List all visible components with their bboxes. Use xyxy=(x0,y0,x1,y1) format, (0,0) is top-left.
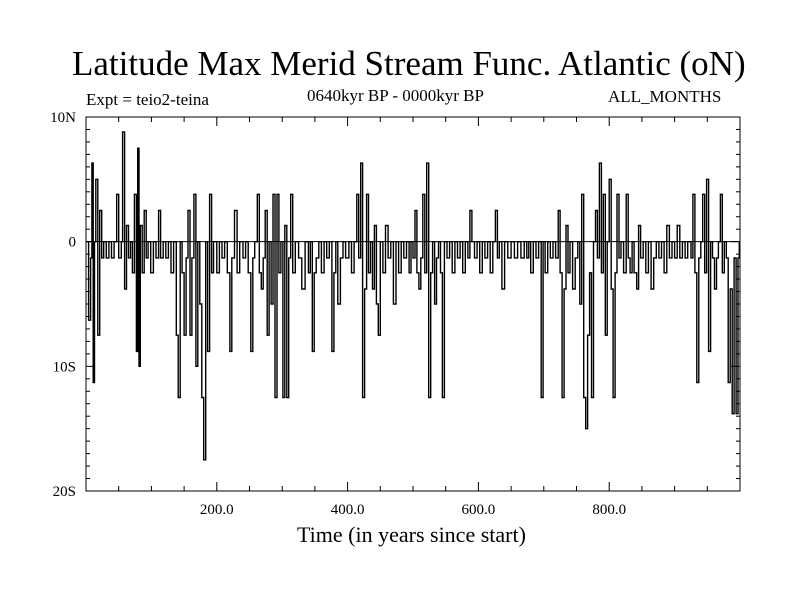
x-tick-label: 600.0 xyxy=(462,502,496,518)
period-label: 0640kyr BP - 0000kyr BP xyxy=(307,86,484,105)
y-tick-label: 20S xyxy=(53,484,76,500)
chart-title: Latitude Max Merid Stream Func. Atlantic… xyxy=(72,44,746,83)
x-axis-label: Time (in years since start) xyxy=(297,522,526,547)
y-tick-label: 10S xyxy=(53,359,76,375)
y-tick-label: 0 xyxy=(69,235,77,251)
experiment-label: Expt = teio2-teina xyxy=(86,90,209,109)
y-tick-label: 10N xyxy=(50,110,76,126)
series-line xyxy=(86,131,740,461)
x-tick-label: 800.0 xyxy=(592,502,626,518)
axis-tick-labels: 200.0 400.0 600.0 800.0 10N 0 10S 20S xyxy=(50,110,626,518)
months-label: ALL_MONTHS xyxy=(608,87,722,106)
x-tick-label: 400.0 xyxy=(331,502,365,518)
axis-ticks xyxy=(86,117,740,491)
x-tick-label: 200.0 xyxy=(200,502,234,518)
